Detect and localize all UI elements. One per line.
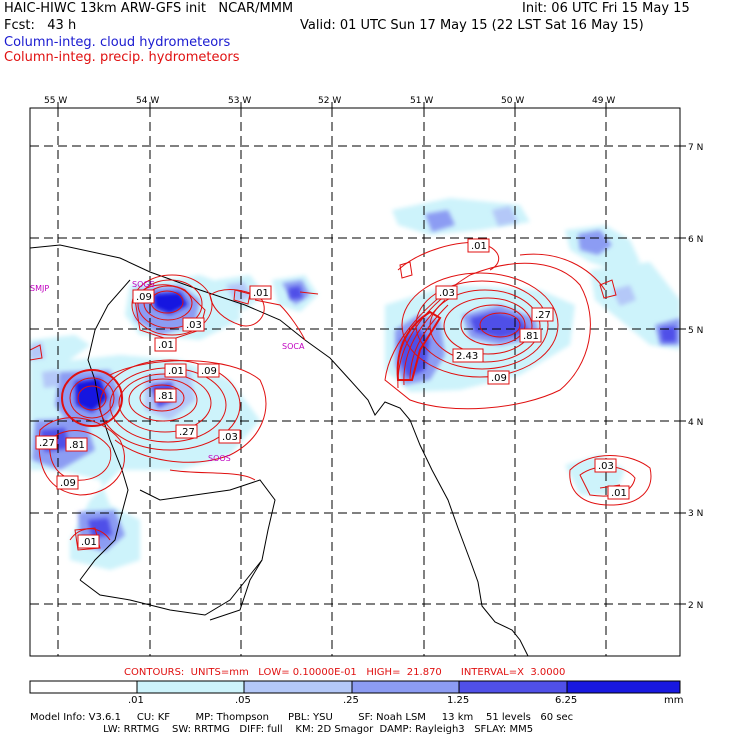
lat-label: 5 N [688,326,703,336]
lat-label: 3 N [688,509,703,519]
colorbar-label: .25 [343,695,359,706]
longitude-labels: 55 W 54 W 53 W 52 W 51 W 50 W 49 W [44,96,615,106]
model-info-line1: Model Info: V3.6.1 CU: KF MP: Thompson P… [30,712,574,723]
forecast-hour: Fcst: 43 h [4,18,77,33]
contour-label: .81 [158,391,174,402]
map-frame [29,107,681,657]
valid-time: Valid: 01 UTC Sun 17 May 15 (22 LST Sat … [300,18,644,33]
lat-label: 7 N [688,143,703,153]
contour-label: .27 [535,310,551,321]
contour-label: .81 [69,440,85,451]
colorbar-segment [136,680,245,694]
contour-label: .03 [222,432,238,443]
colorbar-segment [351,680,460,694]
field-precip-label: Column-integ. precip. hydrometeors [4,50,240,65]
colorbar-label: 6.25 [555,695,578,706]
contour-label: .01 [253,288,269,299]
contour-label: .09 [491,373,507,384]
lon-label: 52 W [318,96,341,106]
contour-label: .27 [179,427,195,438]
coastline-borders [30,244,529,656]
contour-label: .03 [598,461,614,472]
frame-ticks [57,102,686,605]
precip-contours [30,241,652,551]
contour-label: .03 [439,288,455,299]
colorbar-segment [29,680,138,694]
colorbar-label: .05 [235,695,251,706]
colorbar [29,680,681,694]
colorbar-segment [243,680,353,694]
colorbar-unit: mm [664,695,684,706]
station-label: SMJP [30,284,49,293]
station-label: SOOS [208,454,231,463]
station-label: SOGS [132,280,155,289]
contour-label: 2.43 [456,351,478,362]
station-label: SOCA [282,342,305,351]
contour-label: .01 [611,488,627,499]
map-title: HAIC-HIWC 13km ARW-GFS init NCAR/MMM [4,1,294,16]
contour-label: .03 [186,320,202,331]
model-info-line2: LW: RRTMG SW: RRTMG DIFF: full KM: 2D Sm… [30,724,534,735]
colorbar-label: .01 [128,695,144,706]
cloud-hydrometeor-shading [30,198,680,570]
contour-label: .81 [523,331,539,342]
lon-label: 53 W [228,96,251,106]
contour-label: .01 [158,340,174,351]
lat-label: 6 N [688,235,703,245]
colorbar-segment [458,680,568,694]
lon-label: 50 W [501,96,524,106]
contour-label: .09 [60,478,76,489]
lon-label: 55 W [44,96,67,106]
lat-label: 2 N [688,601,703,611]
contour-labels: .09 .03 .01 .01 .09 .81 .27 .03 .27 .81 … [35,238,630,549]
contours-info: CONTOURS: UNITS=mm LOW= 0.10000E-01 HIGH… [124,667,566,678]
contour-label: .09 [136,292,152,303]
lat-label: 4 N [688,418,703,428]
colorbar-label: 1.25 [447,695,470,706]
lon-label: 49 W [592,96,615,106]
station-labels: SMJP SOGS SOCA SOOS [30,280,305,463]
contour-label: .27 [39,438,55,449]
contour-label: .01 [81,537,97,548]
contour-label: .01 [168,366,184,377]
lat-lon-grid [30,108,680,656]
init-time: Init: 06 UTC Fri 15 May 15 [522,1,690,16]
latitude-labels: 7 N 6 N 5 N 4 N 3 N 2 N [688,143,703,611]
lon-label: 51 W [410,96,433,106]
lon-label: 54 W [136,96,159,106]
contour-label: .09 [201,366,217,377]
field-cloud-label: Column-integ. cloud hydrometeors [4,35,231,50]
colorbar-segment [566,680,681,694]
contour-label: .01 [471,241,487,252]
